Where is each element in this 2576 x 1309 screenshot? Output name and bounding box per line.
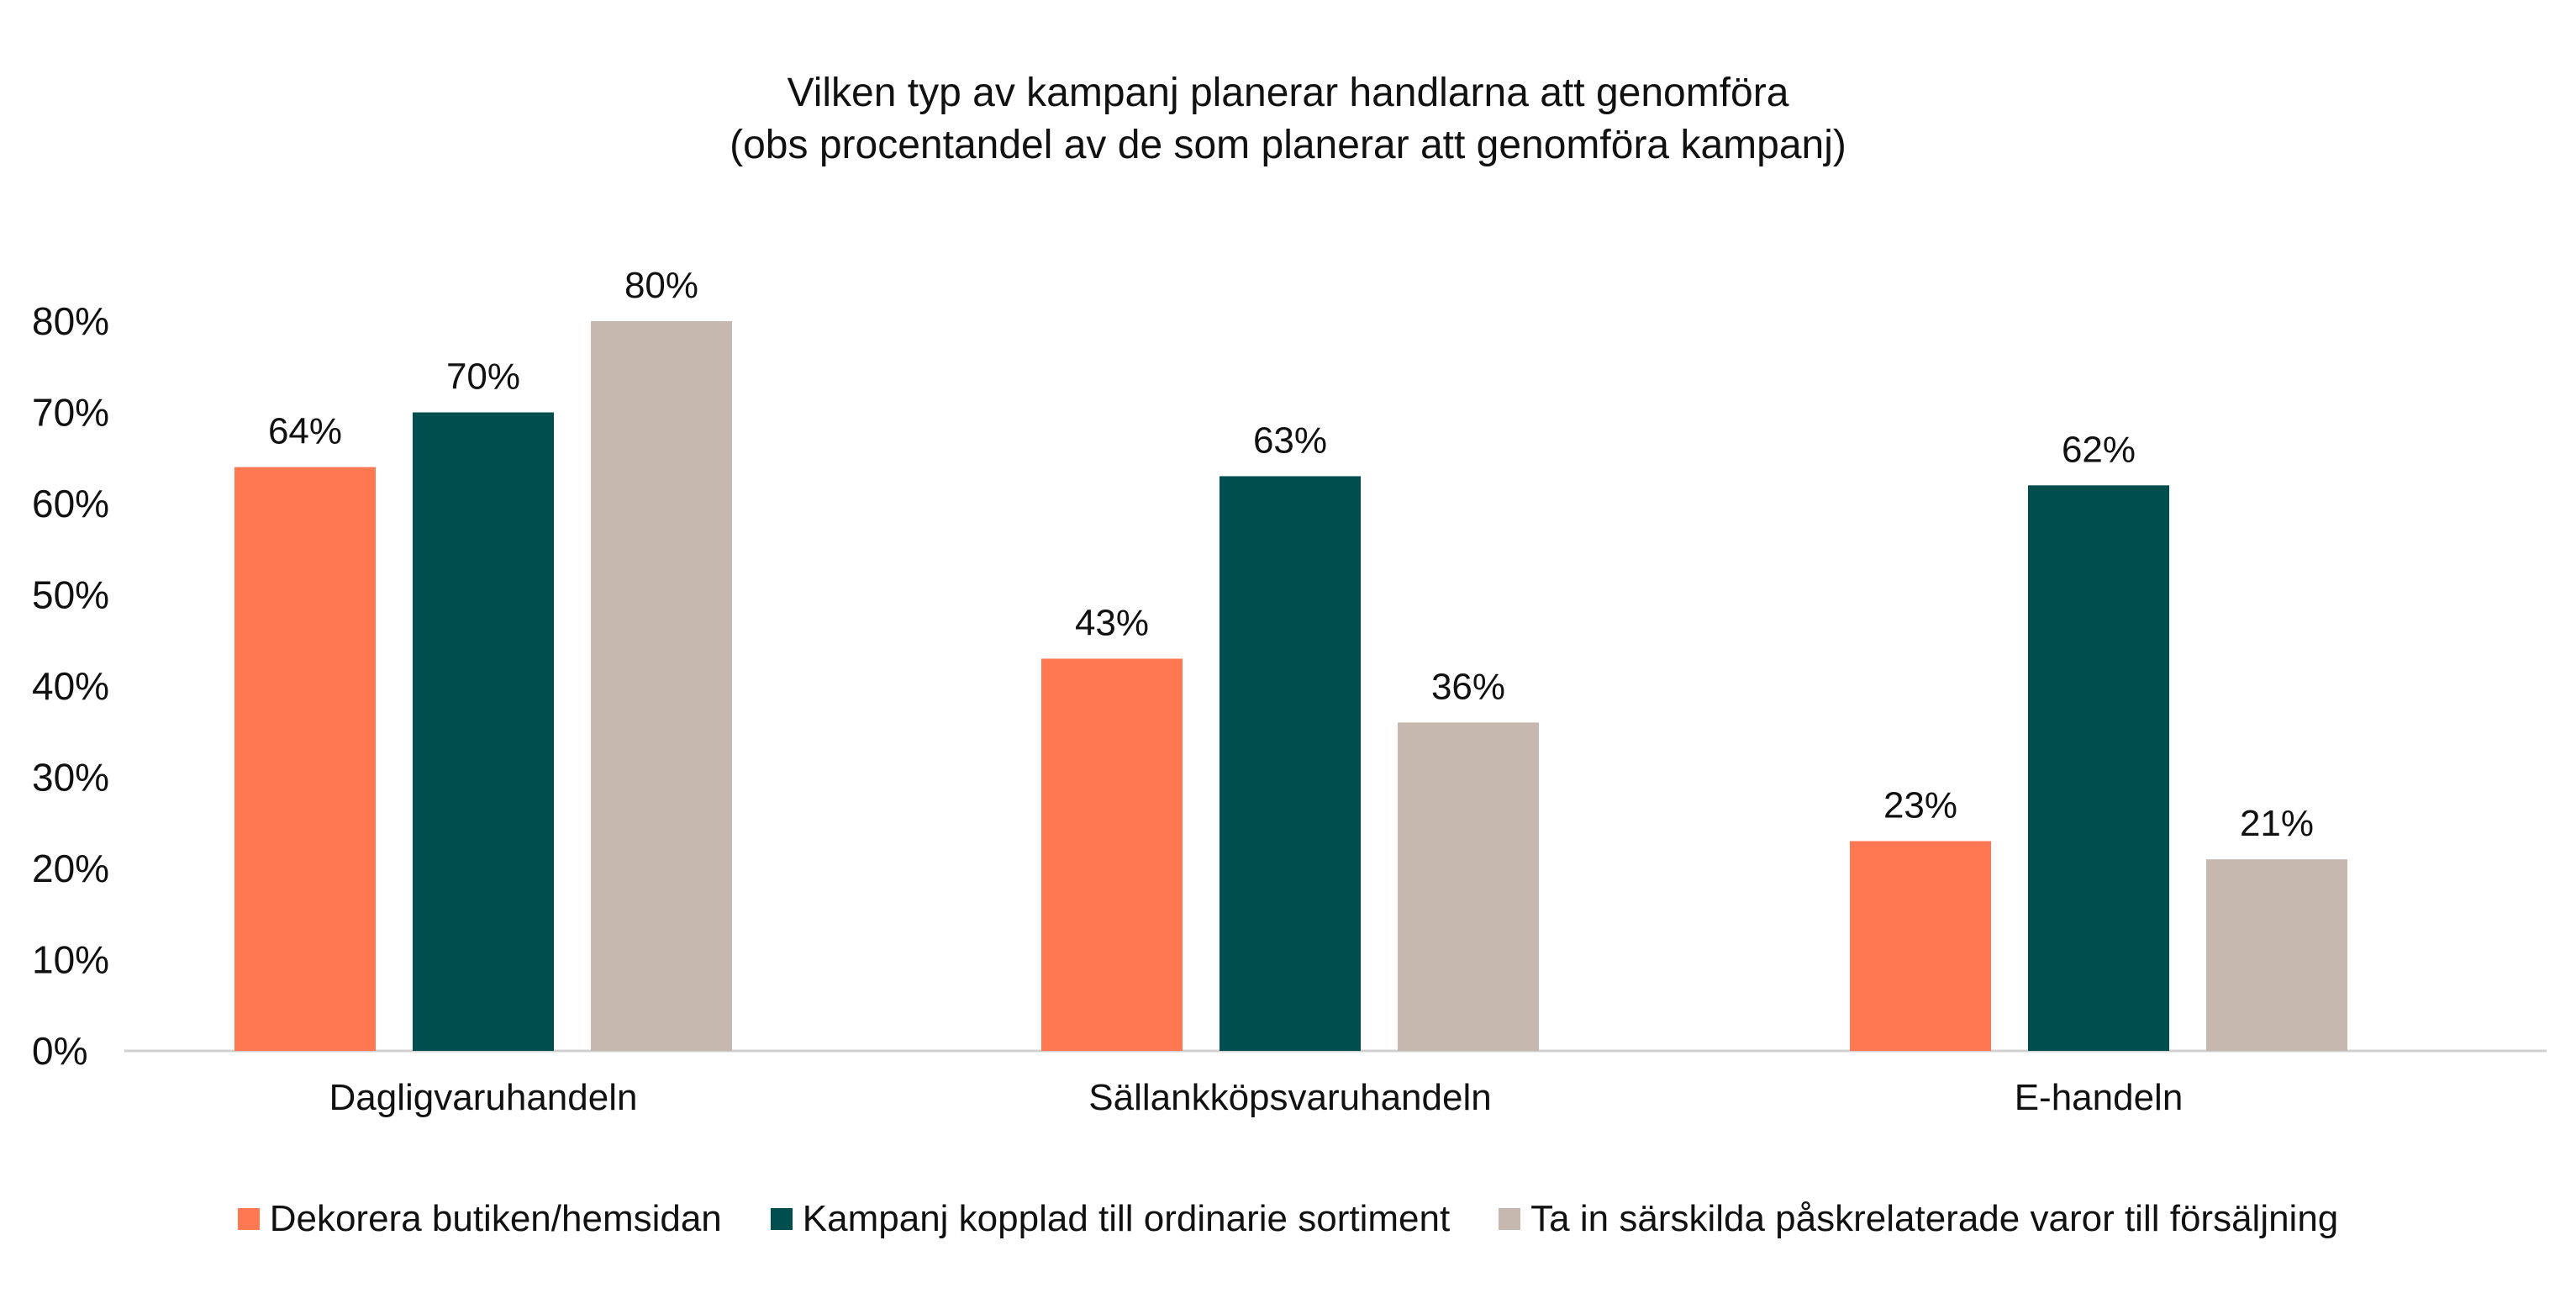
y-tick-label: 80% <box>32 299 109 343</box>
bar <box>1220 476 1361 1051</box>
data-label: 23% <box>1883 784 1957 826</box>
bar <box>1850 841 1991 1051</box>
legend-item-dekorera: Dekorera butiken/hemsidan <box>237 1198 722 1240</box>
chart-title-line-1: Vilken typ av kampanj planerar handlarna… <box>787 71 1789 115</box>
data-label: 43% <box>1075 602 1149 643</box>
y-tick-label: 50% <box>32 573 109 617</box>
y-tick-label: 30% <box>32 756 109 800</box>
x-category-label: E-handeln <box>2015 1077 2184 1118</box>
bar <box>2206 859 2347 1051</box>
y-tick-label: 70% <box>32 391 109 435</box>
data-label: 70% <box>446 356 520 398</box>
chart-title-line-2: (obs procentandel av de som planerar att… <box>730 123 1846 167</box>
x-category-label: Sällankköpsvaruhandeln <box>1088 1077 1491 1118</box>
data-label: 63% <box>1253 420 1327 461</box>
bar <box>413 412 554 1051</box>
legend-item-kampanj: Kampanj kopplad till ordinarie sortiment <box>770 1198 1451 1240</box>
legend-label-paskvaror: Ta in särskilda påskrelaterade varor til… <box>1530 1198 2339 1239</box>
legend-swatch-paskvaror <box>1499 1208 1521 1230</box>
bar <box>591 321 732 1051</box>
bar <box>1041 658 1183 1051</box>
chart-title: Vilken typ av kampanj planerar handlarna… <box>0 67 2576 172</box>
y-tick-label: 20% <box>32 847 109 890</box>
y-tick-label: 10% <box>32 938 109 982</box>
y-tick-label: 0% <box>32 1029 87 1073</box>
x-category-label: Dagligvaruhandeln <box>329 1077 638 1118</box>
legend-item-paskvaror: Ta in särskilda påskrelaterade varor til… <box>1499 1198 2338 1240</box>
bar <box>1398 722 1539 1051</box>
data-label: 36% <box>1431 666 1505 707</box>
bar <box>2028 485 2169 1051</box>
y-tick-label: 40% <box>32 664 109 708</box>
data-label: 64% <box>268 411 342 452</box>
data-label: 80% <box>624 265 698 306</box>
legend-swatch-dekorera <box>237 1208 260 1230</box>
legend-label-kampanj: Kampanj kopplad till ordinarie sortiment <box>802 1198 1451 1239</box>
legend-swatch-kampanj <box>770 1208 793 1230</box>
bar <box>234 467 376 1051</box>
data-label: 21% <box>2240 803 2314 844</box>
y-tick-label: 60% <box>32 482 109 525</box>
data-label: 62% <box>2062 429 2136 470</box>
legend-label-dekorera: Dekorera butiken/hemsidan <box>269 1198 722 1239</box>
legend: Dekorera butiken/hemsidan Kampanj koppla… <box>0 1198 2576 1240</box>
